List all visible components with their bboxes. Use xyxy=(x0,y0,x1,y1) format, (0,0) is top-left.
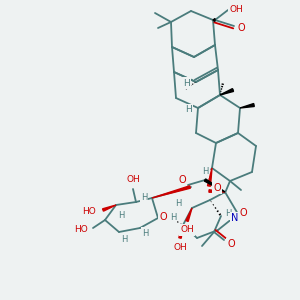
Text: O: O xyxy=(237,23,245,33)
Text: OH: OH xyxy=(229,4,243,14)
Polygon shape xyxy=(213,19,215,22)
Text: N: N xyxy=(231,213,239,223)
Text: O: O xyxy=(178,175,186,185)
Text: O: O xyxy=(213,183,221,193)
Text: H: H xyxy=(202,167,208,176)
Polygon shape xyxy=(186,208,192,221)
Text: H: H xyxy=(225,209,231,218)
Polygon shape xyxy=(103,205,116,211)
Polygon shape xyxy=(179,225,183,238)
Text: H: H xyxy=(121,236,127,244)
Polygon shape xyxy=(208,168,212,186)
Text: HO: HO xyxy=(82,208,96,217)
Text: H: H xyxy=(141,193,147,202)
Text: H: H xyxy=(142,229,148,238)
Polygon shape xyxy=(204,179,225,192)
Polygon shape xyxy=(220,88,233,95)
Text: H: H xyxy=(186,106,192,115)
Text: OH: OH xyxy=(173,242,187,251)
Polygon shape xyxy=(152,186,190,198)
Polygon shape xyxy=(209,190,225,192)
Text: OH: OH xyxy=(126,176,140,184)
Text: O: O xyxy=(159,212,167,222)
Text: H: H xyxy=(118,211,124,220)
Text: O: O xyxy=(227,239,235,249)
Text: O: O xyxy=(239,208,247,218)
Text: H: H xyxy=(184,79,190,88)
Text: H: H xyxy=(175,199,181,208)
Text: H: H xyxy=(170,212,176,221)
Text: HO: HO xyxy=(74,226,88,235)
Polygon shape xyxy=(240,103,254,108)
Text: OH: OH xyxy=(180,226,194,235)
